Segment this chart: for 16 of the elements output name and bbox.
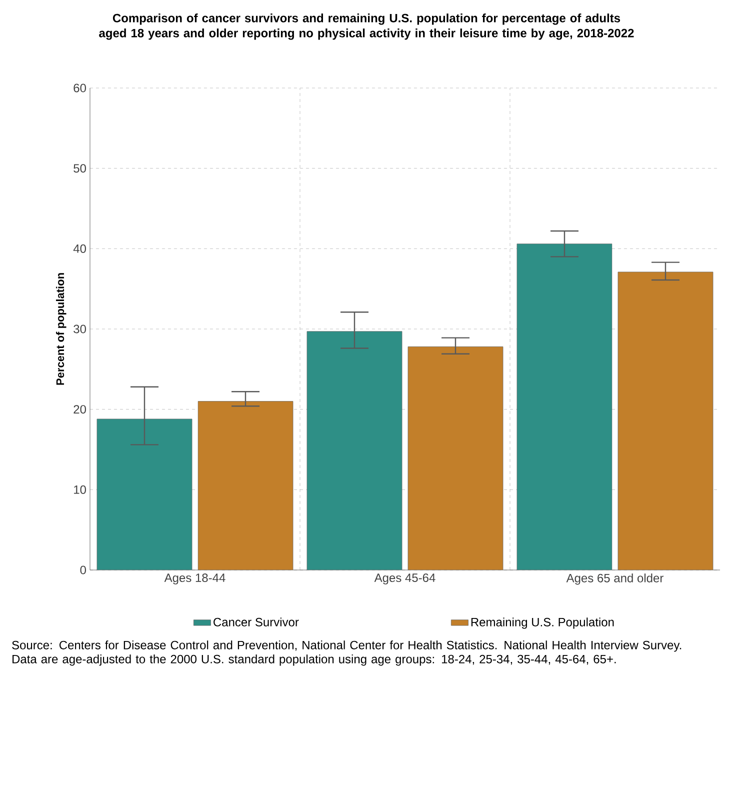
chart-title: Comparison of cancer survivors and remaining U.S. population for percentage of adults aged 18 years and older reporting no physical activity in their leisure time by age, 2018-2022 <box>99 14 634 40</box>
text: Data are age-adjusted to the 2000 U.S. standard population using age groups: 18-24, 25-34, 35-44, 45-64, 65+. <box>12 654 616 666</box>
y-tick-label: 10 <box>74 485 86 494</box>
y-tick-label: 20 <box>74 405 86 414</box>
legend-label: Remaining U.S. Population <box>471 618 614 629</box>
x-tick-label: Ages 45-64 <box>374 574 436 584</box>
legend-label: Cancer Survivor <box>214 618 299 626</box>
y-tick-label: 60 <box>74 84 86 92</box>
source-note: Source: Centers for Disease Control and Prevention, National Center for Health Statistics. National Health Interview Survey. <box>12 640 682 652</box>
x-tick-label: Ages 18-44 <box>164 574 226 584</box>
y-tick-label: 0 <box>80 566 86 574</box>
y-tick-label: 30 <box>74 324 86 334</box>
y-tick-label: 40 <box>73 244 86 253</box>
y-tick-label: 50 <box>74 164 86 173</box>
x-tick-label: Ages 65 and older <box>566 574 664 585</box>
y-axis-title: Percent of population <box>56 273 66 385</box>
